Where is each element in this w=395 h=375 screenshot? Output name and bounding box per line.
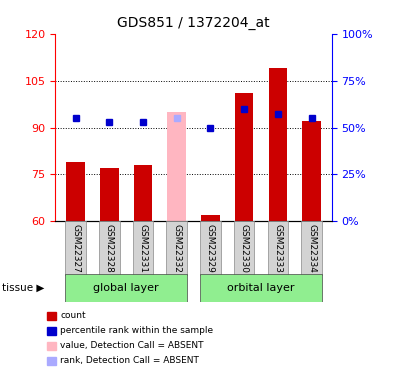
Text: GSM22333: GSM22333 [273,224,282,273]
Text: GSM22329: GSM22329 [206,224,215,273]
Bar [134,165,152,221]
Bar [200,221,221,276]
Bar [66,162,85,221]
Text: percentile rank within the sample: percentile rank within the sample [60,326,213,335]
Bar [167,112,186,221]
Bar [200,274,322,302]
Bar [65,221,86,276]
Bar [302,121,321,221]
Text: GSM22330: GSM22330 [240,224,248,273]
Bar [166,221,187,276]
Text: GSM22328: GSM22328 [105,224,114,273]
Bar [201,215,220,221]
Text: GSM22331: GSM22331 [139,224,147,273]
Text: GSM22334: GSM22334 [307,224,316,273]
Bar [100,168,118,221]
Bar [133,221,153,276]
Bar [65,274,187,302]
Bar [301,221,322,276]
Text: rank, Detection Call = ABSENT: rank, Detection Call = ABSENT [60,356,199,365]
Bar [234,221,254,276]
Bar [269,68,287,221]
Text: GSM22332: GSM22332 [172,224,181,273]
Text: tissue ▶: tissue ▶ [2,283,44,293]
Text: GSM22327: GSM22327 [71,224,80,273]
Text: global layer: global layer [93,283,159,293]
Title: GDS851 / 1372204_at: GDS851 / 1372204_at [117,16,270,30]
Bar [99,221,120,276]
Bar [235,93,254,221]
Text: orbital layer: orbital layer [227,283,295,293]
Text: count: count [60,311,86,320]
Bar [267,221,288,276]
Text: value, Detection Call = ABSENT: value, Detection Call = ABSENT [60,341,203,350]
